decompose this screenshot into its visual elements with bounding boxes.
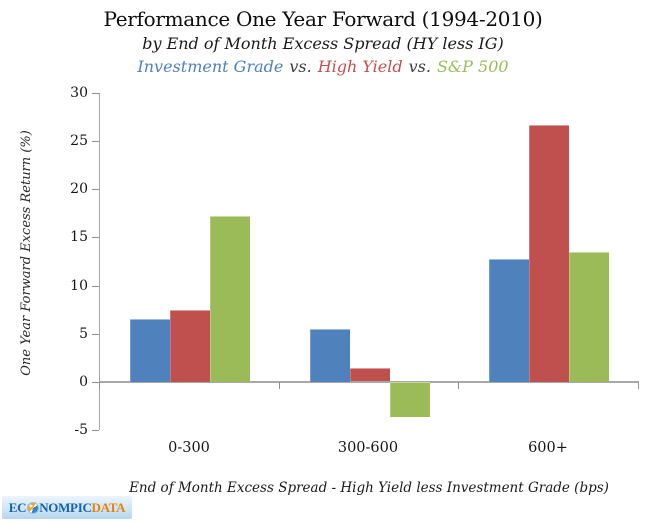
globe-icon (26, 502, 39, 514)
y-axis-tick (92, 286, 99, 287)
y-tick-label: 0 (79, 374, 88, 390)
x-axis-tick (99, 382, 100, 389)
legend-vs-1: vs. (289, 57, 312, 76)
y-tick-label: -5 (74, 422, 88, 438)
y-axis-title: One Year Forward Excess Return (%) (19, 130, 34, 376)
bar-high-yield-0-300 (170, 310, 210, 382)
bar-s-p-500-0-300 (210, 216, 250, 382)
logo-text-mid: NOMPIC (39, 499, 92, 515)
y-axis-line (99, 93, 100, 430)
y-tick-label: 10 (70, 278, 88, 294)
chart-subtitle: by End of Month Excess Spread (HY less I… (142, 34, 504, 53)
chart-title: Performance One Year Forward (1994-2010) (103, 7, 543, 31)
x-tick-label: 600+ (528, 440, 568, 456)
econompic-logo: EC NOMPIC DATA (2, 496, 132, 519)
chart-legend: Investment Grade vs. High Yield vs. S&P 500 (0, 57, 646, 76)
y-axis-tick (92, 382, 99, 383)
bar-investment-grade-600+ (489, 259, 529, 382)
bar-s-p-500-300-600 (390, 382, 430, 417)
y-axis-tick (92, 93, 99, 94)
y-tick-label: 20 (70, 181, 88, 197)
y-axis-tick (92, 237, 99, 238)
x-axis-tick (458, 382, 459, 389)
y-tick-label: 30 (70, 85, 88, 101)
x-axis-tick (638, 382, 639, 389)
y-tick-label: 5 (79, 326, 88, 342)
legend-investment-grade: Investment Grade (137, 57, 284, 76)
legend-vs-2: vs. (408, 57, 431, 76)
bar-high-yield-600+ (529, 125, 569, 382)
bar-investment-grade-0-300 (130, 319, 170, 382)
logo-text-prefix: EC (8, 499, 27, 515)
y-axis-tick (92, 430, 99, 431)
y-axis-tick (92, 334, 99, 335)
y-axis-tick (92, 141, 99, 142)
bar-high-yield-300-600 (350, 368, 390, 381)
x-axis-line (99, 381, 639, 383)
bar-s-p-500-600+ (569, 252, 609, 382)
bar-investment-grade-300-600 (310, 329, 350, 382)
x-tick-label: 0-300 (168, 440, 210, 456)
legend-high-yield: High Yield (317, 57, 403, 76)
logo-text-suffix: DATA (91, 499, 126, 515)
x-tick-label: 300-600 (337, 440, 399, 456)
legend-sp500: S&P 500 (436, 57, 509, 76)
x-axis-title: End of Month Excess Spread - High Yield … (129, 480, 609, 496)
y-tick-label: 25 (70, 133, 88, 149)
x-axis-tick (279, 382, 280, 389)
y-tick-label: 15 (70, 229, 88, 245)
y-axis-tick (92, 189, 99, 190)
